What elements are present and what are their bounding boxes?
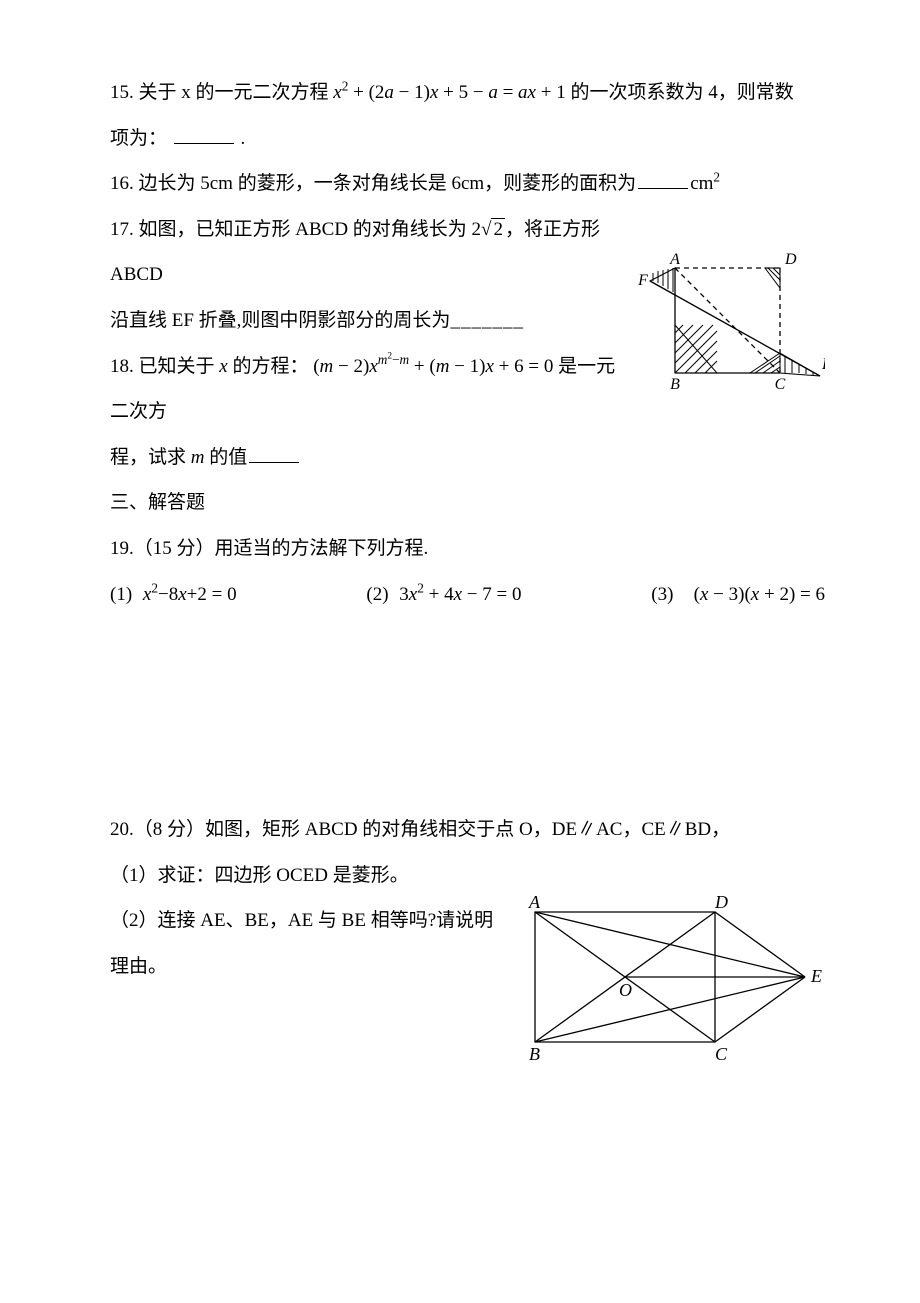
q18-x: x	[219, 356, 227, 377]
q16-unit: cm	[690, 173, 713, 194]
question-17-line1: 17. 如图，已知正方形 ABCD 的对角线长为 2√2，将正方形 ABCD	[110, 207, 825, 298]
q19-eq-2: (2) 3x2 + 4x − 7 = 0	[366, 572, 521, 618]
workspace-gap	[110, 617, 825, 807]
question-15-line2: 项为： .	[110, 116, 825, 162]
q20-l3: （2）连接 AE、BE，AE 与 BE 相等吗?请说明理由。	[110, 910, 493, 977]
q15-blank	[174, 124, 234, 144]
q20-l1: 20.（8 分）如图，矩形 ABCD 的对角线相交于点 O，DE∥AC，CE∥B…	[110, 819, 730, 840]
q18-l2b: 的值	[209, 447, 247, 468]
q17-l2: 沿直线 EF 折叠,则图中阴影部分的周长为	[110, 310, 450, 331]
question-18-line1: 18. 已知关于 x 的方程： (m − 2)xm2−m + (m − 1)x …	[110, 344, 825, 435]
q18-m: m	[191, 447, 205, 468]
q16-sup: 2	[713, 170, 720, 185]
svg-text:B: B	[529, 1044, 540, 1064]
sec3-title: 三、解答题	[110, 492, 205, 513]
q17-l1a: 17. 如图，已知正方形 ABCD 的对角线长为 2	[110, 219, 481, 240]
q15-mid: 的一次项系数为 4，则常数	[570, 82, 793, 103]
q15-eq: x2 + (2a − 1)x + 5 − a = ax + 1	[333, 82, 570, 103]
q17-sqrt: √2	[481, 207, 505, 253]
question-17-line2: 沿直线 EF 折叠,则图中阴影部分的周长为_______	[110, 298, 825, 344]
q18-l2a: 程，试求	[110, 447, 186, 468]
question-16: 16. 边长为 5cm 的菱形，一条对角线长是 6cm，则菱形的面积为 cm2	[110, 161, 825, 207]
q17-blank: _______	[450, 298, 524, 344]
q19-eq-3: (3) (x − 3)(x + 2) = 6	[651, 572, 825, 618]
q19-eq-1: (1) x2−8x+2 = 0	[110, 572, 237, 618]
q18-blank	[249, 443, 299, 463]
section-3-title: 三、解答题	[110, 480, 825, 526]
question-19-header: 19.（15 分）用适当的方法解下列方程.	[110, 526, 825, 572]
question-20-line3: （2）连接 AE、BE，AE 与 BE 相等吗?请说明理由。	[110, 898, 825, 989]
q16-blank	[638, 169, 688, 189]
q20-l2: （1）求证：四边形 OCED 是菱形。	[110, 865, 409, 886]
q18-l1a: 18. 已知关于	[110, 356, 215, 377]
q15-prefix: 15. 关于 x 的一元二次方程	[110, 82, 329, 103]
q16-text: 16. 边长为 5cm 的菱形，一条对角线长是 6cm，则菱形的面积为	[110, 173, 636, 194]
question-20-line2: （1）求证：四边形 OCED 是菱形。	[110, 853, 825, 899]
q18-l1b: 的方程：	[232, 356, 313, 377]
svg-text:C: C	[715, 1044, 728, 1064]
q15-period: .	[241, 128, 246, 149]
question-15: 15. 关于 x 的一元二次方程 x2 + (2a − 1)x + 5 − a …	[110, 70, 825, 116]
question-20-line1: 20.（8 分）如图，矩形 ABCD 的对角线相交于点 O，DE∥AC，CE∥B…	[110, 807, 825, 853]
q15-line2: 项为：	[110, 128, 167, 149]
q19-header: 19.（15 分）用适当的方法解下列方程.	[110, 538, 428, 559]
q18-eq: (m − 2)xm2−m + (m − 1)x + 6 = 0	[313, 356, 558, 377]
question-18-line2: 程，试求 m 的值	[110, 435, 825, 481]
question-19-equations: (1) x2−8x+2 = 0 (2) 3x2 + 4x − 7 = 0 (3)…	[110, 572, 825, 618]
